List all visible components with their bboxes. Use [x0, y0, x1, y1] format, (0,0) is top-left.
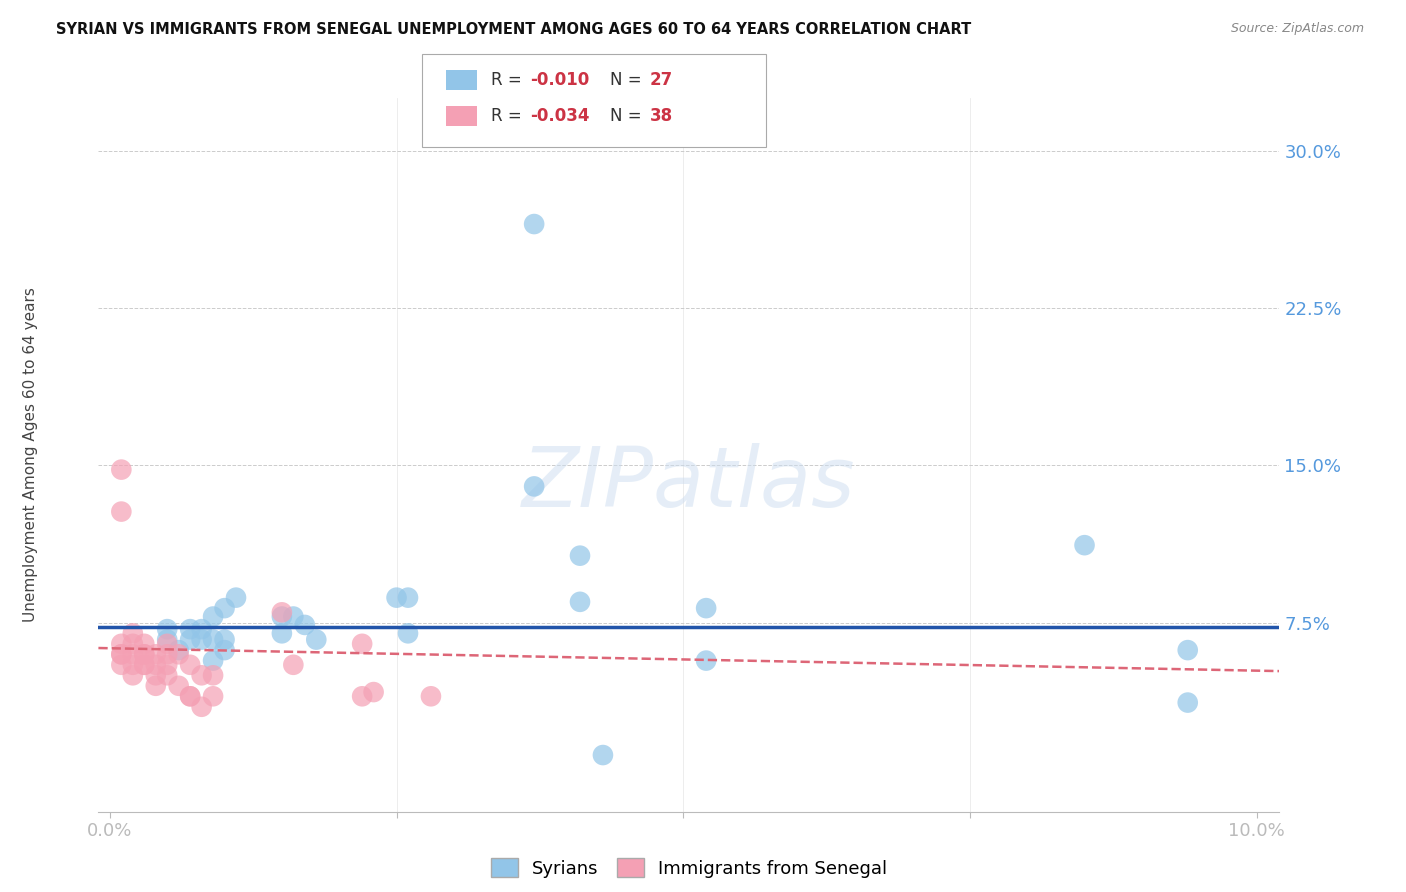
Point: [110, 657, 132, 672]
Point: [283, 657, 305, 672]
Text: R =: R =: [491, 71, 527, 89]
Point: [294, 618, 316, 632]
Point: [1177, 696, 1199, 710]
Text: SYRIAN VS IMMIGRANTS FROM SENEGAL UNEMPLOYMENT AMONG AGES 60 TO 64 YEARS CORRELA: SYRIAN VS IMMIGRANTS FROM SENEGAL UNEMPL…: [56, 22, 972, 37]
Point: [179, 690, 201, 704]
Point: [352, 637, 374, 651]
Text: Unemployment Among Ages 60 to 64 years: Unemployment Among Ages 60 to 64 years: [24, 287, 38, 623]
Point: [145, 657, 167, 672]
Point: [202, 654, 225, 668]
Point: [110, 648, 132, 662]
Point: [1177, 643, 1199, 657]
Point: [156, 648, 179, 662]
Point: [121, 648, 143, 662]
Point: [110, 505, 132, 519]
Point: [385, 591, 408, 605]
Point: [121, 657, 143, 672]
Point: [202, 632, 225, 647]
Text: 38: 38: [650, 107, 672, 125]
Point: [134, 648, 156, 662]
Point: [134, 648, 156, 662]
Point: [179, 690, 201, 704]
Text: -0.010: -0.010: [530, 71, 589, 89]
Text: R =: R =: [491, 107, 527, 125]
Point: [270, 609, 292, 624]
Point: [190, 668, 212, 682]
Point: [202, 668, 225, 682]
Point: [156, 637, 179, 651]
Point: [214, 632, 236, 647]
Point: [179, 657, 201, 672]
Point: [110, 637, 132, 651]
Point: [190, 622, 212, 636]
Point: [523, 217, 546, 231]
Point: [270, 626, 292, 640]
Point: [396, 626, 419, 640]
Point: [202, 609, 225, 624]
Point: [156, 622, 179, 636]
Point: [270, 605, 292, 619]
Point: [592, 747, 614, 762]
Point: [202, 690, 225, 704]
Point: [134, 637, 156, 651]
Point: [695, 654, 717, 668]
Point: [110, 462, 132, 476]
Point: [214, 643, 236, 657]
Point: [695, 601, 717, 615]
Point: [121, 637, 143, 651]
Point: [167, 648, 190, 662]
Text: 27: 27: [650, 71, 673, 89]
Point: [121, 668, 143, 682]
Point: [214, 601, 236, 615]
Point: [167, 679, 190, 693]
Point: [305, 632, 328, 647]
Point: [156, 668, 179, 682]
Legend: Syrians, Immigrants from Senegal: Syrians, Immigrants from Senegal: [484, 851, 894, 885]
Point: [121, 626, 143, 640]
Point: [179, 632, 201, 647]
Point: [145, 679, 167, 693]
Point: [167, 643, 190, 657]
Text: ZIPatlas: ZIPatlas: [522, 443, 856, 524]
Point: [352, 690, 374, 704]
Point: [1073, 538, 1095, 552]
Text: Source: ZipAtlas.com: Source: ZipAtlas.com: [1230, 22, 1364, 36]
Text: -0.034: -0.034: [530, 107, 589, 125]
Text: N =: N =: [610, 107, 647, 125]
Point: [396, 591, 419, 605]
Point: [179, 622, 201, 636]
Point: [145, 668, 167, 682]
Text: N =: N =: [610, 71, 647, 89]
Point: [156, 632, 179, 647]
Point: [523, 479, 546, 493]
Point: [134, 657, 156, 672]
Point: [569, 595, 592, 609]
Point: [190, 632, 212, 647]
Point: [190, 699, 212, 714]
Point: [134, 657, 156, 672]
Point: [145, 648, 167, 662]
Point: [156, 657, 179, 672]
Point: [110, 648, 132, 662]
Point: [225, 591, 247, 605]
Point: [569, 549, 592, 563]
Point: [420, 690, 443, 704]
Point: [363, 685, 385, 699]
Point: [283, 609, 305, 624]
